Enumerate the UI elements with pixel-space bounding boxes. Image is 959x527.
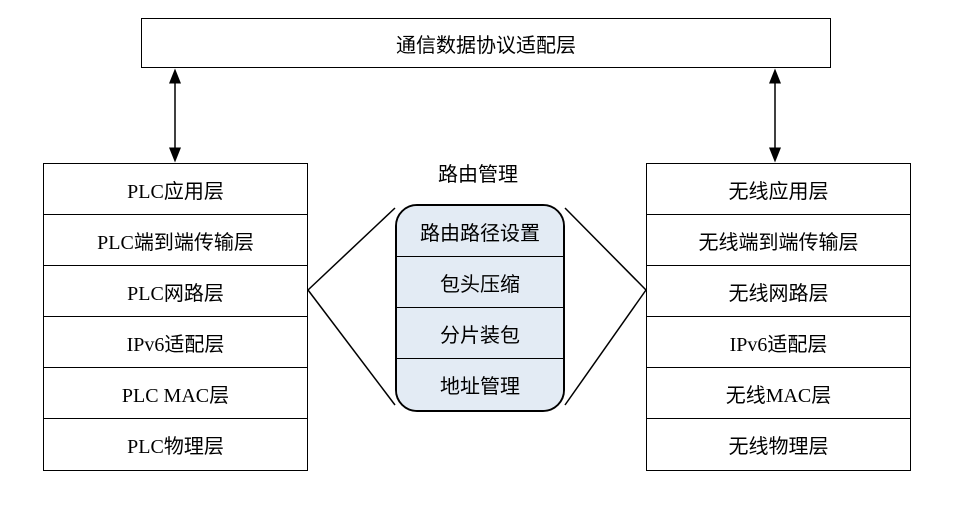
routing-label-1: 包头压缩 (440, 268, 520, 297)
routing-row-0: 路由路径设置 (397, 206, 563, 257)
diagram-container: 通信数据协议适配层 PLC应用层PLC端到端传输层PLC网路层IPv6适配层PL… (0, 0, 959, 527)
wireless-layer-label-5: 无线物理层 (729, 430, 829, 459)
wireless-layer-row-4: 无线MAC层 (647, 368, 910, 419)
plc-layer-row-1: PLC端到端传输层 (44, 215, 307, 266)
routing-label-2: 分片装包 (440, 319, 520, 348)
wireless-layer-label-0: 无线应用层 (729, 175, 829, 204)
connector-left-top (308, 208, 395, 290)
routing-stack: 路由路径设置包头压缩分片装包地址管理 (395, 204, 565, 412)
plc-layer-label-3: IPv6适配层 (127, 328, 225, 357)
connector-left-bottom (308, 290, 395, 405)
plc-layer-row-2: PLC网路层 (44, 266, 307, 317)
top-adapter-layer-label: 通信数据协议适配层 (396, 29, 576, 58)
connector-right-top (565, 208, 646, 290)
plc-layer-label-5: PLC物理层 (127, 430, 224, 459)
wireless-layer-label-4: 无线MAC层 (726, 379, 832, 408)
connector-right-bottom (565, 290, 646, 405)
routing-label-0: 路由路径设置 (420, 217, 540, 246)
plc-layer-label-4: PLC MAC层 (122, 379, 229, 408)
plc-layer-label-2: PLC网路层 (127, 277, 224, 306)
routing-row-2: 分片装包 (397, 308, 563, 359)
wireless-layer-row-5: 无线物理层 (647, 419, 910, 470)
top-adapter-layer-box: 通信数据协议适配层 (141, 18, 831, 68)
routing-row-1: 包头压缩 (397, 257, 563, 308)
wireless-layer-label-3: IPv6适配层 (730, 328, 828, 357)
plc-layer-label-0: PLC应用层 (127, 175, 224, 204)
plc-stack: PLC应用层 PLC端到端传输层 PLC网路层 IPv6适配层 PLC MAC层 PLC物… (43, 163, 308, 471)
wireless-layer-row-0: 无线应用层 (647, 164, 910, 215)
wireless-stack: 无线应用层无线端到端传输层无线网路层 IPv6适配层无线MAC层无线物理层 (646, 163, 911, 471)
routing-management-text: 路由管理 (438, 164, 518, 186)
wireless-layer-label-2: 无线网路层 (729, 277, 829, 306)
plc-layer-label-1: PLC端到端传输层 (97, 226, 254, 255)
routing-label-3: 地址管理 (440, 370, 520, 399)
wireless-layer-label-1: 无线端到端传输层 (699, 226, 859, 255)
plc-layer-row-4: PLC MAC层 (44, 368, 307, 419)
wireless-layer-row-1: 无线端到端传输层 (647, 215, 910, 266)
plc-layer-row-5: PLC物理层 (44, 419, 307, 470)
wireless-layer-row-3: IPv6适配层 (647, 317, 910, 368)
routing-management-label: 路由管理 (438, 158, 518, 187)
plc-layer-row-3: IPv6适配层 (44, 317, 307, 368)
routing-row-3: 地址管理 (397, 359, 563, 410)
plc-layer-row-0: PLC应用层 (44, 164, 307, 215)
wireless-layer-row-2: 无线网路层 (647, 266, 910, 317)
